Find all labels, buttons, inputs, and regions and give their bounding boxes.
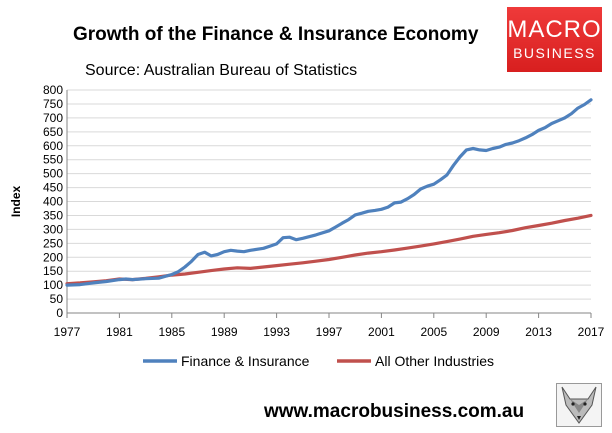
y-tick-label: 250 (43, 236, 63, 250)
y-tick-label: 600 (43, 139, 63, 153)
y-tick-label: 400 (43, 195, 63, 209)
x-tick-label: 1993 (263, 325, 290, 339)
logo-line-2: BUSINESS (513, 45, 596, 61)
legend-label: All Other Industries (375, 353, 494, 369)
macrobusiness-logo: MACRO BUSINESS (507, 7, 602, 72)
chart-title: Growth of the Finance & Insurance Econom… (73, 24, 479, 45)
y-tick-label: 50 (50, 292, 64, 306)
y-tick-label: 200 (43, 250, 63, 264)
x-tick-label: 2001 (368, 325, 395, 339)
x-tick-label: 2013 (525, 325, 552, 339)
y-tick-label: 150 (43, 264, 63, 278)
x-tick-label: 1997 (316, 325, 343, 339)
fox-icon (556, 383, 602, 427)
y-tick-label: 750 (43, 97, 63, 111)
website-url: www.macrobusiness.com.au (264, 401, 525, 422)
y-tick-label: 350 (43, 208, 63, 222)
y-tick-label: 0 (56, 306, 63, 320)
logo-line-1: MACRO (507, 16, 602, 43)
chart-subtitle: Source: Australian Bureau of Statistics (85, 62, 358, 79)
y-tick-label: 450 (43, 181, 63, 195)
y-tick-label: 550 (43, 153, 63, 167)
y-tick-label: 100 (43, 278, 63, 292)
x-tick-label: 1977 (54, 325, 81, 339)
y-tick-label: 650 (43, 125, 63, 139)
y-tick-label: 700 (43, 111, 63, 125)
x-tick-label: 2017 (578, 325, 605, 339)
x-tick-label: 1981 (106, 325, 133, 339)
x-tick-label: 1989 (211, 325, 238, 339)
y-axis-label: Index (9, 186, 23, 218)
y-tick-label: 300 (43, 222, 63, 236)
series-line-all-other-industries (65, 213, 593, 286)
x-tick-label: 2005 (420, 325, 447, 339)
y-tick-label: 500 (43, 167, 63, 181)
series-line-finance-insurance (65, 98, 593, 287)
x-tick-label: 2009 (473, 325, 500, 339)
x-tick-label: 1985 (158, 325, 185, 339)
y-tick-label: 800 (43, 83, 63, 97)
legend-label: Finance & Insurance (181, 353, 310, 369)
